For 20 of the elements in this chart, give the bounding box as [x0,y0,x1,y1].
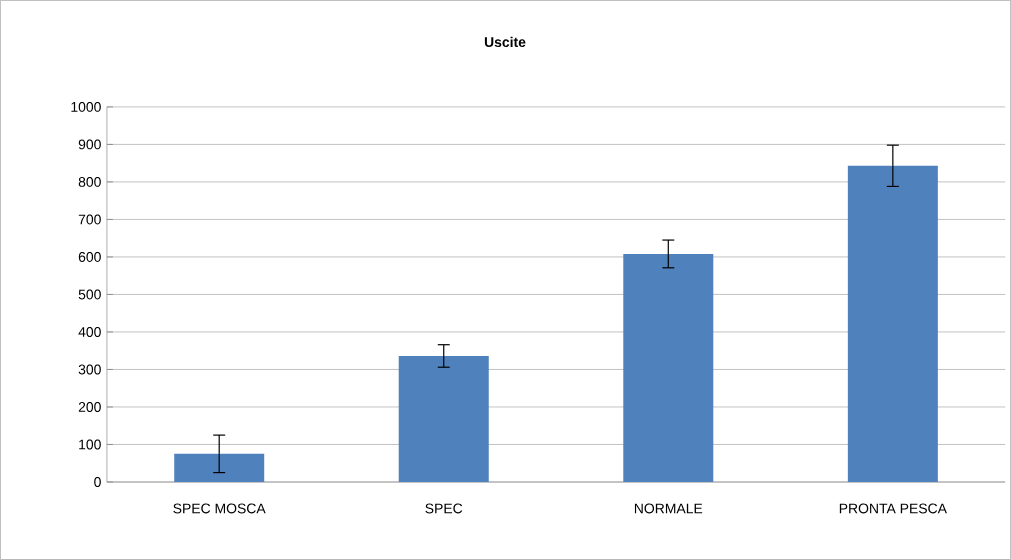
bar [623,253,714,483]
x-tick-label: SPEC [425,503,463,514]
bar [174,453,265,483]
x-tick-label: PRONTA PESCA [839,503,947,514]
bar [847,165,938,483]
bar [398,356,489,483]
y-tick-label: 400 [78,327,101,337]
y-tick-label: 0 [94,477,101,487]
y-tick-label: 600 [78,252,101,262]
y-tick-label: 200 [78,402,101,412]
x-tick-label: NORMALE [634,503,703,514]
y-tick-label: 700 [78,214,101,225]
y-tick-label: 900 [78,139,101,150]
y-tick-label: 1000 [71,102,101,112]
y-tick-label: 300 [78,364,101,375]
chart-title: Uscite [484,36,526,48]
y-tick-label: 100 [79,439,101,450]
y-tick-label: 800 [78,177,101,187]
x-tick-label: SPEC MOSCA [173,503,266,514]
y-tick-label: 500 [78,289,101,300]
